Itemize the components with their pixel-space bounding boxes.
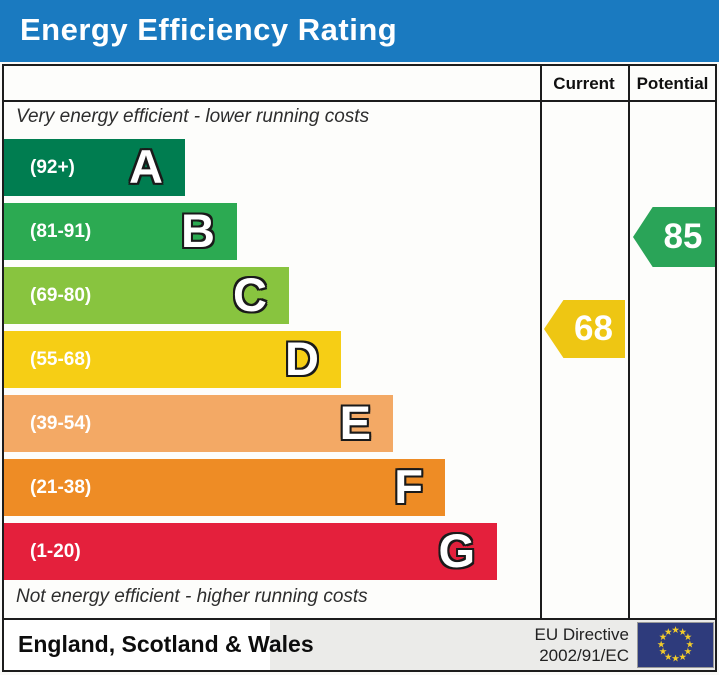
current-column-header: Current <box>553 74 615 93</box>
region-label: England, Scotland & Wales <box>18 631 314 657</box>
band-a-letter: A <box>129 139 163 193</box>
eu-directive-line2: 2002/91/EC <box>539 646 629 665</box>
band-g-letter: G <box>438 523 475 577</box>
svg-text:★: ★ <box>659 647 668 658</box>
band-d-letter: D <box>285 331 319 385</box>
svg-text:★: ★ <box>657 639 666 650</box>
band-d: (55-68) D <box>4 331 341 388</box>
svg-text:★: ★ <box>684 632 693 643</box>
band-a: (92+) A <box>4 139 185 196</box>
band-f: (21-38) F <box>4 459 445 516</box>
page-title: Energy Efficiency Rating <box>20 12 398 47</box>
top-note: Very energy efficient - lower running co… <box>16 106 370 127</box>
current-rating-marker: 68 <box>544 300 625 358</box>
band-g-range: (1-20) <box>30 540 81 562</box>
potential-column-divider <box>628 64 630 620</box>
band-b-range: (81-91) <box>30 220 92 242</box>
band-f-range: (21-38) <box>30 476 92 498</box>
band-c-letter: C <box>233 267 267 321</box>
potential-rating-value: 85 <box>663 217 703 256</box>
band-c: (69-80) C <box>4 267 289 324</box>
eu-directive-label: EU Directive 2002/91/EC <box>500 624 629 666</box>
bottom-note: Not energy efficient - higher running co… <box>16 586 368 607</box>
band-e-range: (39-54) <box>30 412 92 434</box>
band-e: (39-54) E <box>4 395 393 452</box>
band-c-range: (69-80) <box>30 284 92 306</box>
current-column-divider <box>540 64 542 620</box>
eu-flag-icon: ★ ★ ★ ★ ★ ★ ★ ★ ★ ★ ★ ★ <box>637 622 714 668</box>
current-rating-value: 68 <box>574 309 613 348</box>
band-e-letter: E <box>339 395 371 449</box>
svg-text:★: ★ <box>671 625 680 636</box>
header-divider <box>2 100 717 102</box>
svg-text:★: ★ <box>664 652 673 663</box>
svg-text:★: ★ <box>678 652 687 663</box>
svg-text:★: ★ <box>684 647 693 658</box>
svg-text:★: ★ <box>686 639 695 650</box>
band-d-range: (55-68) <box>30 348 92 370</box>
svg-text:★: ★ <box>678 627 687 638</box>
potential-column-header: Potential <box>636 74 709 93</box>
eu-directive-line1: EU Directive <box>534 625 629 644</box>
band-a-range: (92+) <box>30 156 75 178</box>
band-g: (1-20) G <box>4 523 497 580</box>
title-bar: Energy Efficiency Rating <box>0 0 719 62</box>
band-f-letter: F <box>394 459 423 513</box>
svg-text:★: ★ <box>664 627 673 638</box>
potential-rating-marker: 85 <box>633 207 715 267</box>
svg-text:★: ★ <box>671 654 680 665</box>
band-b-letter: B <box>181 203 215 257</box>
svg-text:★: ★ <box>659 632 668 643</box>
band-b: (81-91) B <box>4 203 237 260</box>
